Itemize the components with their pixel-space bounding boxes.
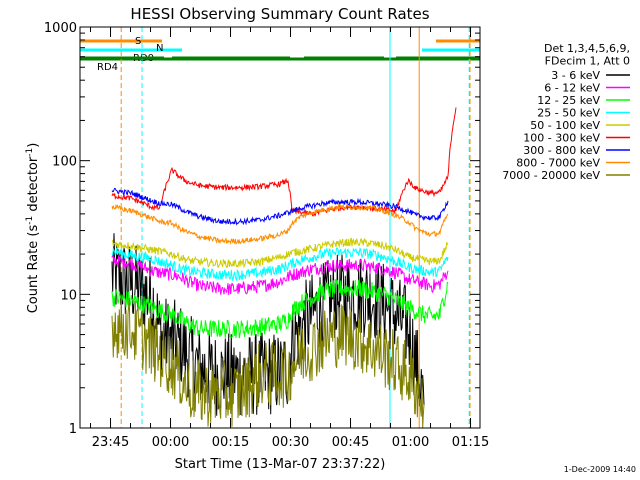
series-3 — [111, 246, 449, 282]
attitude-flags: SNRD0RD4 — [80, 36, 480, 73]
y-axis-label-sup2: -1 — [25, 148, 35, 157]
x-tick-label: 01:00 — [392, 435, 429, 450]
y-axis-label-sup1: -1 — [25, 216, 35, 225]
plot-frame — [79, 26, 481, 429]
series-layer — [111, 107, 457, 429]
x-tick-label: 00:45 — [332, 435, 369, 450]
legend: Det 1,3,4,5,6,9,FDecim 1, Att 03 - 6 keV… — [502, 42, 630, 182]
series-2 — [111, 278, 449, 339]
series-line-6-0 — [111, 187, 449, 226]
y-tick-label: 1 — [69, 422, 77, 437]
series-8 — [111, 294, 425, 429]
series-7 — [111, 202, 449, 246]
x-tick-label: 01:15 — [452, 435, 489, 450]
y-tick-label: 100 — [52, 155, 77, 170]
x-tick-label: 23:45 — [92, 435, 129, 450]
legend-entry-label: 300 - 800 keV — [523, 144, 600, 157]
series-line-7-0 — [111, 202, 449, 246]
series-line-8-0 — [111, 294, 425, 429]
flag-label-s: S — [135, 36, 141, 47]
x-tick-label: 00:15 — [212, 435, 249, 450]
legend-entry-label: 25 - 50 keV — [537, 107, 600, 120]
series-line-3-0 — [111, 246, 449, 282]
series-line-4-0 — [111, 237, 449, 269]
x-tick-label: 00:30 — [272, 435, 309, 450]
y-axis-label-part1: Count Rate (s — [26, 225, 41, 314]
legend-header-line: Det 1,3,4,5,6,9, — [544, 42, 630, 55]
y-axis-label-part2: detector — [26, 156, 41, 216]
series-5 — [111, 107, 457, 218]
series-6 — [111, 187, 449, 226]
footer-timestamp: 1-Dec-2009 14:40 — [564, 465, 636, 474]
legend-entry-label: 50 - 100 keV — [530, 119, 600, 132]
legend-entry-label: 12 - 25 keV — [537, 94, 600, 107]
series-line-2-0 — [111, 278, 449, 339]
series-line-5-0 — [111, 107, 457, 218]
legend-header-line: FDecim 1, Att 0 — [545, 55, 630, 68]
series-line-0-0 — [111, 233, 425, 416]
series-1 — [111, 254, 449, 295]
legend-entry-label: 3 - 6 keV — [551, 69, 600, 82]
legend-entry-label: 7000 - 20000 keV — [502, 169, 600, 182]
x-axis-label: Start Time (13-Mar-07 23:37:22) — [175, 457, 386, 472]
x-tick-label: 00:00 — [152, 435, 189, 450]
y-tick-label: 10 — [60, 288, 77, 303]
series-line-1-0 — [111, 254, 449, 295]
flag-label-n: N — [156, 43, 163, 54]
legend-entry-label: 800 - 7000 keV — [516, 157, 600, 170]
legend-entry-label: 6 - 12 keV — [544, 82, 600, 95]
series-4 — [111, 237, 449, 269]
axis-ticks: 1 10 100 1000 23:45 00:00 00:15 00:30 00:45 01:00… — [44, 21, 489, 450]
y-tick-label: 1000 — [44, 21, 77, 36]
series-0 — [111, 233, 425, 416]
y-axis-label: Count Rate (s-1 detector-1) — [25, 143, 41, 314]
chart-title: HESSI Observing Summary Count Rates — [130, 5, 429, 23]
legend-entry-label: 100 - 300 keV — [523, 132, 600, 145]
y-axis-label-part3: ) — [26, 143, 41, 148]
flag-label-rd4: RD4 — [97, 62, 118, 73]
